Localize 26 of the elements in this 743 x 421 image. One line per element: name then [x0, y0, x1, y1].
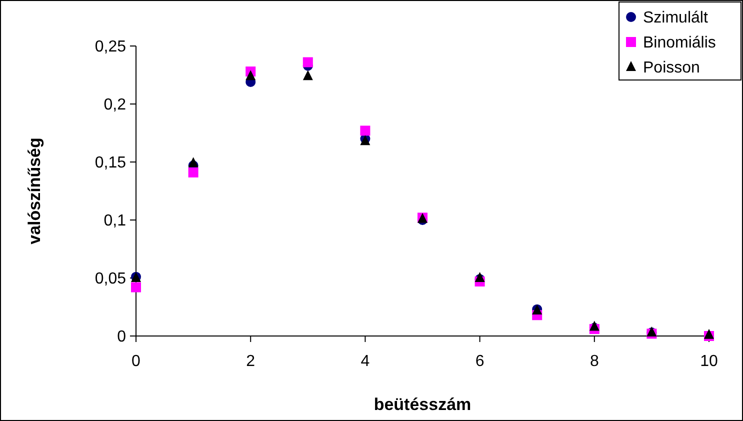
legend-label: Poisson — [643, 60, 700, 77]
y-tick-label: 0 — [117, 328, 126, 346]
point — [188, 167, 198, 178]
point — [704, 328, 714, 339]
legend-label: Binomiális — [643, 34, 716, 52]
x-axis-title: beütésszám — [374, 395, 472, 414]
point — [360, 126, 370, 136]
point — [131, 282, 141, 292]
point — [302, 57, 313, 68]
point — [246, 70, 256, 80]
x-tick-label: 4 — [360, 353, 370, 370]
x-tick-label: 6 — [475, 353, 484, 370]
y-tick-label: 0,15 — [94, 154, 126, 172]
x-tick-label: 8 — [590, 353, 599, 370]
y-tick-label: 0,05 — [94, 270, 126, 288]
x-tick-label: 0 — [132, 353, 141, 370]
point — [188, 157, 198, 168]
x-tick-label: 2 — [246, 353, 256, 370]
legend-label: Szimulált — [643, 10, 708, 27]
point — [474, 272, 485, 282]
y-tick-label: 0,1 — [104, 212, 126, 230]
y-tick-label: 0,25 — [94, 38, 126, 56]
y-tick-label: 0,2 — [104, 96, 126, 114]
x-tick-label: 10 — [700, 353, 718, 370]
y-axis-title: valószínűség — [25, 138, 44, 244]
point — [302, 70, 313, 80]
